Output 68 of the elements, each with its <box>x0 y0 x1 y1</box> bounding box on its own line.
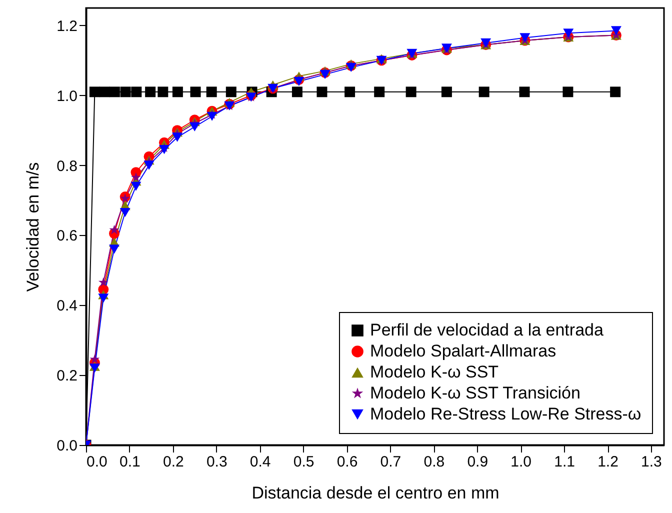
x-tick-label: 0.6 <box>336 454 358 470</box>
x-tick-label: 0.2 <box>162 454 184 470</box>
point <box>109 86 120 98</box>
point <box>158 86 168 98</box>
point <box>441 86 452 98</box>
point <box>90 354 100 364</box>
point <box>478 86 490 98</box>
point <box>130 182 142 191</box>
legend-label: Modelo Re-Stress Low-Re Stress-ω <box>370 404 642 424</box>
x-tick-label: 1.0 <box>510 454 532 470</box>
x-tick-label: 1.3 <box>641 454 662 470</box>
y-tick-label: 0.4 <box>56 298 78 315</box>
point <box>344 86 356 98</box>
legend-label: Modelo K-ω SST Transición <box>370 384 580 402</box>
point <box>131 86 142 98</box>
x-tick-label: 1.1 <box>554 454 575 470</box>
y-tick-label: 0.0 <box>56 438 78 454</box>
point <box>158 145 170 154</box>
point <box>120 86 131 98</box>
point <box>562 86 574 98</box>
point <box>346 62 356 72</box>
x-tick-label: 0.4 <box>250 454 271 470</box>
point <box>206 86 217 98</box>
y-tick-label: 1.0 <box>56 88 78 105</box>
point <box>190 86 201 98</box>
point <box>145 86 156 98</box>
x-tick-label: 0.3 <box>206 454 228 470</box>
y-tick-label: 0.2 <box>56 368 78 385</box>
legend-label: Modelo K-ω SST <box>370 362 499 382</box>
point <box>172 86 183 98</box>
legend-label: Modelo Spalart-Allmaras <box>370 342 556 360</box>
y-axis-title: Velocidad en m/s <box>24 162 43 292</box>
point <box>189 122 200 132</box>
x-axis-title: Distancia desde el centro en mm <box>252 484 500 502</box>
point <box>519 86 530 98</box>
point <box>610 26 622 36</box>
point <box>120 208 130 218</box>
point <box>109 244 120 254</box>
point <box>294 76 304 86</box>
point <box>98 294 109 303</box>
x-tick-label: 0.0 <box>86 454 108 470</box>
point <box>520 33 530 42</box>
y-tick-label: 0.8 <box>56 158 78 175</box>
point <box>320 70 330 79</box>
point <box>98 277 108 287</box>
point <box>144 160 154 170</box>
point <box>226 86 236 98</box>
point <box>610 86 621 98</box>
x-tick-label: 0.1 <box>120 454 140 470</box>
point <box>99 86 110 98</box>
point <box>406 86 416 98</box>
x-tick-label: 0.8 <box>424 454 445 470</box>
point <box>292 86 302 98</box>
y-tick-label: 1.2 <box>56 18 78 35</box>
legend-label: Perfil de velocidad a la entrada <box>370 320 604 340</box>
point <box>89 86 100 98</box>
point <box>130 172 141 182</box>
point <box>374 86 385 98</box>
y-tick-label: 0.6 <box>56 228 78 245</box>
point <box>206 112 218 121</box>
point <box>172 132 183 142</box>
x-tick-label: 0.9 <box>467 454 488 470</box>
point <box>316 86 328 98</box>
point <box>563 28 574 38</box>
x-tick-label: 0.7 <box>380 454 402 470</box>
x-tick-label: 0.5 <box>293 454 314 470</box>
point <box>109 224 120 234</box>
x-tick-label: 1.2 <box>598 454 618 470</box>
